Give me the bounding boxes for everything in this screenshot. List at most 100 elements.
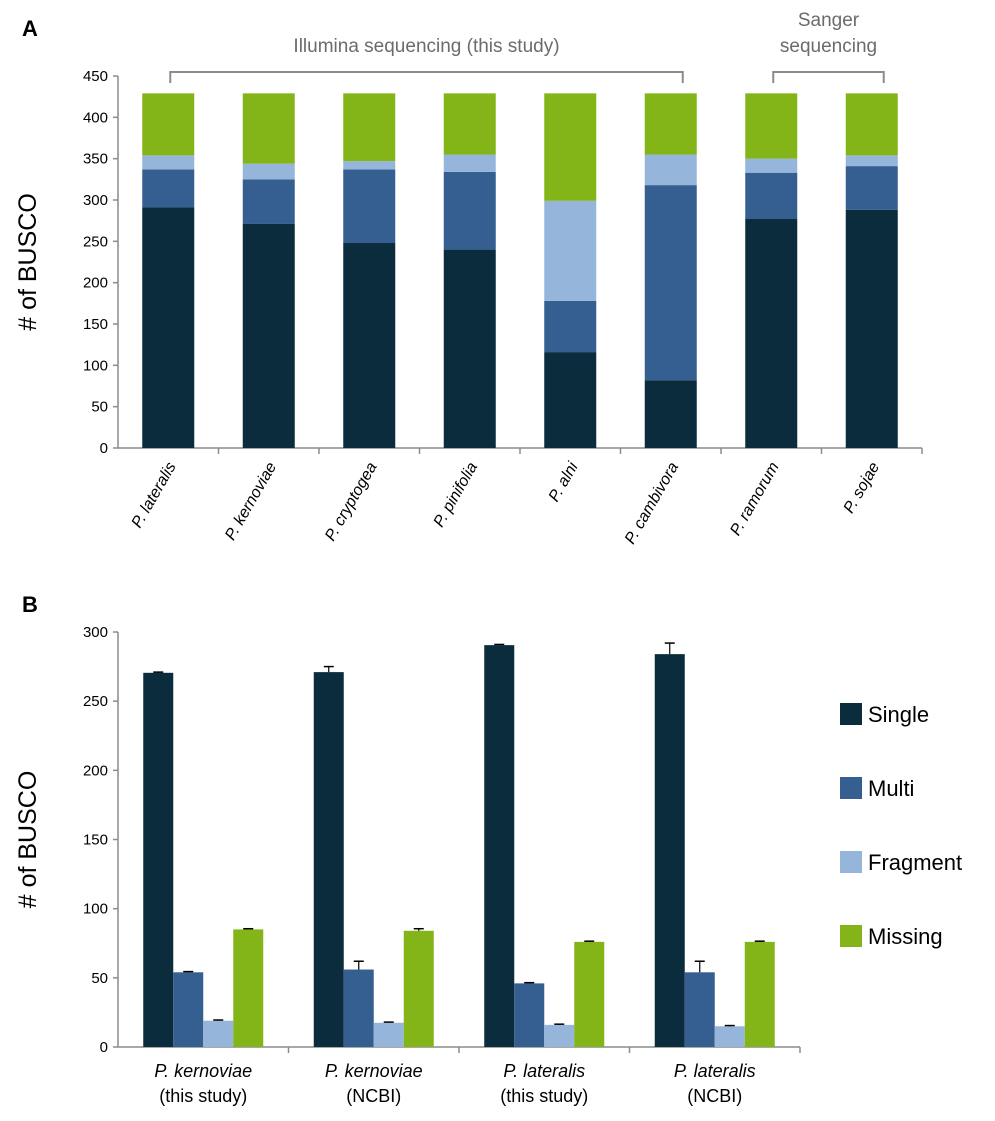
panel-a-y-tick-label: 150	[83, 316, 108, 333]
bar-a-p-cambivora-multi	[644, 185, 697, 381]
panel-a-category-label: P. cryptogea	[322, 459, 381, 544]
panel-b-category-species: P. lateralis	[503, 1061, 585, 1081]
bar-b-p-lateralis-ncbi-missing	[744, 941, 775, 1047]
panel-b-letter: B	[22, 592, 38, 617]
panel-b: B # of BUSCO 0 50 100 150 200 250 300 P. kerno…	[14, 592, 962, 1106]
legend-swatch-missing	[840, 925, 862, 947]
bar-b-p-lateralis-this-study-single	[484, 645, 515, 1047]
bar-a-p-kernoviae-multi	[242, 179, 295, 224]
bar-b-p-kernoviae-ncbi-single	[313, 672, 344, 1047]
panel-b-y-tick-label: 250	[83, 693, 108, 710]
panel-a-y-tick-label: 50	[91, 399, 108, 416]
legend-swatch-fragment	[840, 851, 862, 873]
panel-a: A # of BUSCO 0 50 100 150 200 250 300 350 400 450…	[14, 10, 923, 547]
panel-b-category-source: (this study)	[500, 1086, 588, 1106]
bracket-label-line: Sanger	[798, 10, 860, 31]
panel-b-category-species: P. kernoviae	[325, 1061, 423, 1081]
panel-a-category-label: P. lateralis	[129, 460, 180, 531]
panel-a-category-label: P. pinifolia	[431, 459, 482, 530]
panel-b-y-tick-label: 200	[83, 762, 108, 779]
panel-b-category-species: P. lateralis	[674, 1061, 756, 1081]
legend: Single Multi Fragment Missing	[840, 702, 962, 949]
bar-a-p-alni-missing	[544, 93, 597, 201]
bar-a-p-cryptogea-missing	[343, 93, 396, 162]
bar-b-p-kernoviae-this-study-multi	[173, 972, 204, 1047]
legend-swatch-single	[840, 703, 862, 725]
bar-a-p-lateralis-fragment	[142, 155, 195, 170]
panel-b-category-species: P. kernoviae	[154, 1061, 252, 1081]
bar-a-p-alni-multi	[544, 300, 597, 353]
panel-b-category-source: (this study)	[159, 1086, 247, 1106]
bar-a-p-pinifolia-multi	[443, 171, 496, 250]
panel-a-category-label: P. cambivora	[622, 459, 682, 547]
bar-a-p-kernoviae-single	[242, 223, 295, 448]
panel-a-brackets: Illumina sequencing (this study) Sanger se…	[169, 10, 885, 83]
panel-b-category-source: (NCBI)	[346, 1086, 401, 1106]
panel-a-y-axis-label: # of BUSCO	[14, 193, 42, 331]
bar-a-p-pinifolia-single	[443, 249, 496, 448]
bar-b-p-kernoviae-ncbi-fragment	[373, 1022, 404, 1047]
panel-a-y-tick-label: 200	[83, 275, 108, 292]
bar-b-p-lateralis-ncbi-single	[654, 654, 685, 1047]
bracket-label-line: sequencing	[780, 36, 877, 57]
bar-b-p-kernoviae-this-study-single	[143, 672, 174, 1047]
bar-a-p-pinifolia-fragment	[443, 154, 496, 172]
bar-b-p-kernoviae-this-study-fragment	[203, 1020, 234, 1047]
bar-a-p-ramorum-multi	[745, 172, 798, 220]
panel-a-y-tick-label: 450	[83, 68, 108, 85]
panel-b-y-axis-label: # of BUSCO	[14, 771, 42, 909]
legend-label-fragment: Fragment	[868, 850, 962, 875]
bar-a-p-kernoviae-fragment	[242, 163, 295, 180]
panel-a-category-label: P. sojae	[841, 459, 884, 516]
panel-a-category-label: P. alni	[546, 459, 582, 505]
panel-b-bars	[143, 642, 775, 1047]
bar-a-p-cryptogea-fragment	[343, 161, 396, 170]
panel-a-y-tick-label: 250	[83, 233, 108, 250]
bar-b-p-lateralis-this-study-multi	[514, 983, 545, 1047]
panel-b-y-tick-label: 0	[100, 1039, 108, 1056]
panel-a-category-label: P. ramorum	[727, 460, 782, 539]
bar-a-p-cambivora-fragment	[644, 154, 697, 186]
bracket-sanger-sequencing	[772, 71, 885, 83]
bar-b-p-kernoviae-ncbi-missing	[403, 930, 434, 1047]
bar-a-p-sojae-missing	[845, 93, 898, 156]
bar-a-p-ramorum-missing	[745, 93, 798, 159]
bar-b-p-lateralis-this-study-fragment	[544, 1024, 575, 1047]
panel-a-y-tick-label: 350	[83, 151, 108, 168]
panel-a-y-axis: 0 50 100 150 200 250 300 350 400 450	[83, 68, 922, 457]
bar-b-p-kernoviae-ncbi-multi	[343, 969, 374, 1047]
panel-a-letter: A	[22, 16, 38, 41]
bar-a-p-cambivora-single	[644, 380, 697, 448]
bar-a-p-lateralis-single	[142, 207, 195, 448]
bar-b-p-lateralis-ncbi-multi	[684, 972, 715, 1047]
bar-a-p-sojae-multi	[845, 166, 898, 210]
panel-a-category-labels: P. lateralis P. kernoviae P. cryptogea P. p…	[129, 448, 923, 547]
panel-b-category-source: (NCBI)	[687, 1086, 742, 1106]
bar-a-p-lateralis-multi	[142, 169, 195, 208]
bar-a-p-pinifolia-missing	[443, 93, 496, 155]
panel-a-bars	[142, 93, 898, 448]
panel-a-y-tick-label: 300	[83, 192, 108, 209]
panel-a-y-tick-label: 0	[100, 440, 108, 457]
bar-a-p-cambivora-missing	[644, 93, 697, 155]
bar-a-p-ramorum-single	[745, 219, 798, 448]
bar-a-p-sojae-single	[845, 209, 898, 448]
bracket-label: Illumina sequencing (this study)	[293, 36, 559, 57]
panel-b-y-tick-label: 50	[91, 970, 108, 987]
panel-b-y-tick-label: 300	[83, 624, 108, 641]
panel-b-y-tick-label: 100	[83, 901, 108, 918]
bar-a-p-lateralis-missing	[142, 93, 195, 156]
panel-b-y-tick-label: 150	[83, 832, 108, 849]
bar-a-p-cryptogea-multi	[343, 169, 396, 243]
panel-a-y-tick-label: 100	[83, 357, 108, 374]
bar-a-p-alni-fragment	[544, 200, 597, 301]
legend-label-multi: Multi	[868, 776, 914, 801]
bracket-illumina-sequencing-this-study	[169, 71, 684, 83]
bar-b-p-lateralis-this-study-missing	[574, 941, 605, 1047]
bar-a-p-cryptogea-single	[343, 242, 396, 448]
bar-b-p-lateralis-ncbi-fragment	[714, 1026, 745, 1047]
bar-a-p-alni-single	[544, 352, 597, 448]
legend-swatch-multi	[840, 777, 862, 799]
panel-a-category-label: P. kernoviae	[222, 459, 280, 543]
